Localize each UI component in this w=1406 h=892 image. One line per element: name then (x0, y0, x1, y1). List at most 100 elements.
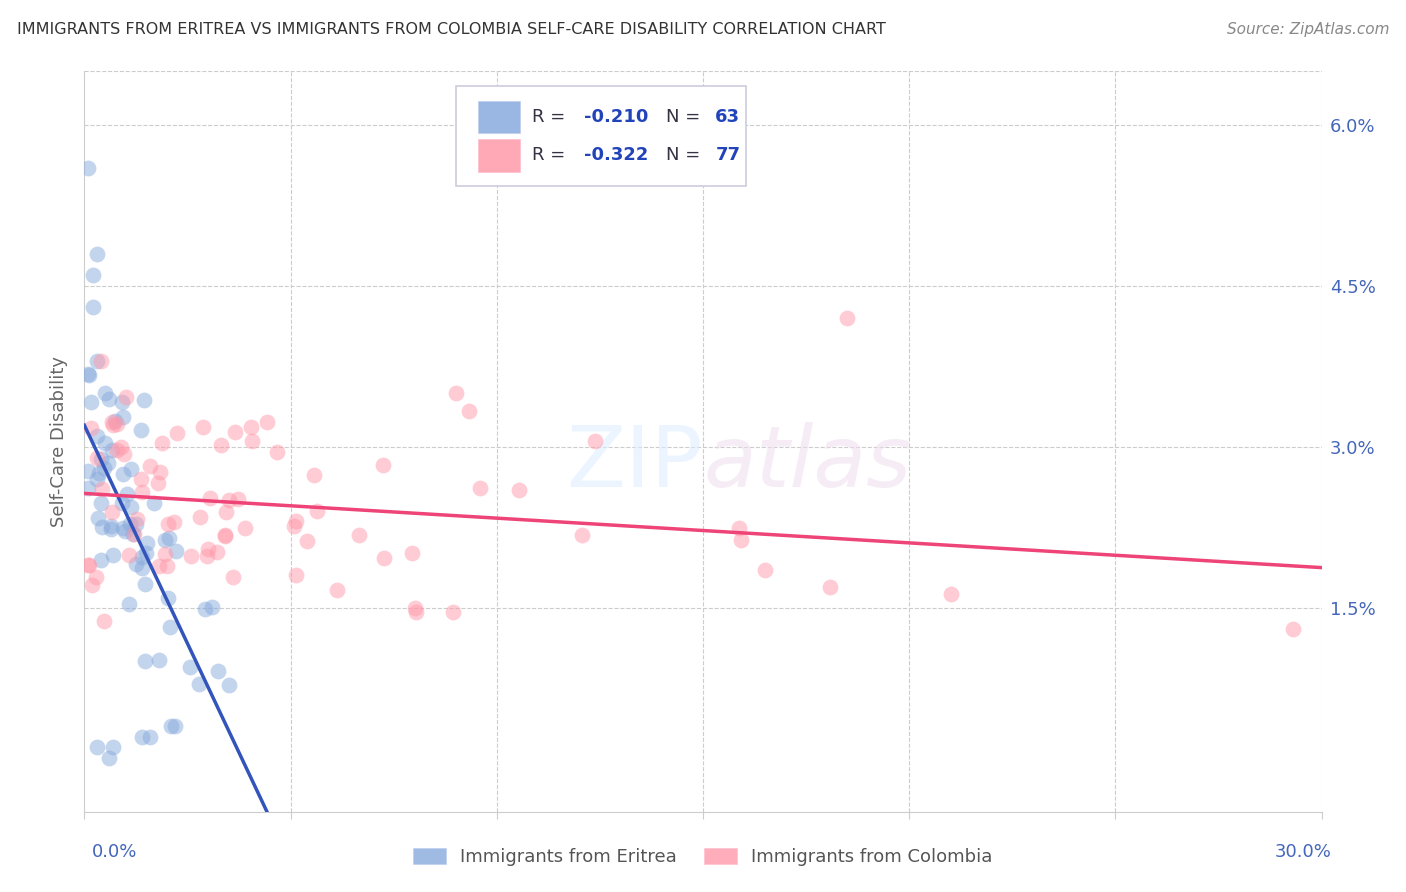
Point (214, 527, 236, 541)
Point (86, 740, 108, 755)
Point (284, 568, 307, 582)
Point (139, 730, 162, 744)
Text: -0.210: -0.210 (585, 108, 648, 126)
Legend: Immigrants from Eritrea, Immigrants from Colombia: Immigrants from Eritrea, Immigrants from… (406, 840, 1000, 873)
Point (105, 442, 128, 457)
Point (730, 533, 752, 547)
Point (307, 504, 329, 518)
Point (148, 559, 170, 574)
Point (508, 483, 530, 497)
Point (103, 418, 125, 433)
Point (122, 526, 145, 541)
Point (93, 460, 115, 475)
Point (302, 467, 325, 482)
Point (118, 548, 141, 562)
Point (142, 496, 165, 510)
Point (132, 392, 155, 407)
Point (77, 161, 100, 175)
Point (401, 546, 423, 560)
Point (156, 591, 179, 605)
Point (266, 444, 288, 458)
Point (283, 519, 305, 533)
Text: 30.0%: 30.0% (1275, 843, 1331, 861)
Point (94, 436, 117, 450)
Point (153, 533, 176, 547)
Point (284, 515, 307, 529)
Point (125, 557, 148, 571)
Point (149, 465, 172, 479)
Point (157, 531, 180, 545)
Point (201, 599, 224, 614)
Point (818, 580, 841, 594)
Point (326, 582, 349, 597)
Point (104, 414, 127, 428)
Text: atlas: atlas (703, 422, 911, 505)
Point (93, 614, 115, 628)
Point (97, 457, 120, 471)
Point (101, 505, 124, 519)
Point (87, 511, 110, 525)
Point (136, 536, 159, 550)
Point (110, 440, 132, 454)
Point (188, 677, 211, 691)
FancyBboxPatch shape (478, 101, 520, 134)
Point (197, 541, 219, 556)
Point (77, 558, 100, 572)
Point (86, 451, 108, 466)
Point (233, 520, 256, 534)
Point (122, 527, 145, 541)
Point (443, 606, 465, 620)
Point (77, 481, 100, 495)
Point (112, 410, 135, 425)
Point (86, 472, 108, 486)
Point (77, 368, 100, 382)
Point (160, 719, 183, 733)
Point (86, 354, 108, 368)
Point (215, 505, 238, 519)
Point (224, 425, 246, 439)
Text: R =: R = (533, 108, 571, 126)
Text: -0.322: -0.322 (585, 146, 648, 164)
Point (207, 544, 229, 558)
Point (84, 570, 107, 584)
Point (77, 367, 100, 381)
Point (228, 491, 250, 506)
Point (242, 434, 264, 449)
Point (100, 522, 122, 536)
Point (82, 268, 104, 283)
Point (163, 515, 186, 529)
Text: N =: N = (666, 146, 706, 164)
Point (120, 500, 142, 515)
Point (209, 438, 232, 452)
Point (90, 354, 112, 368)
Point (90, 496, 112, 510)
Point (404, 601, 426, 615)
Point (837, 311, 859, 326)
Point (103, 740, 125, 755)
Point (112, 447, 135, 461)
Point (166, 425, 188, 440)
Point (218, 492, 240, 507)
Point (118, 597, 141, 611)
Point (80, 395, 103, 409)
Point (131, 561, 153, 575)
Point (82, 301, 104, 315)
Point (146, 475, 169, 490)
Point (115, 487, 138, 501)
Point (129, 472, 152, 486)
Point (150, 436, 173, 450)
Point (1281, 622, 1303, 636)
Point (90, 482, 112, 496)
Point (256, 415, 278, 429)
Text: IMMIGRANTS FROM ERITREA VS IMMIGRANTS FROM COLOMBIA SELF-CARE DISABILITY CORRELA: IMMIGRANTS FROM ERITREA VS IMMIGRANTS FR… (17, 22, 886, 37)
Point (191, 420, 214, 434)
Point (77, 558, 100, 572)
Point (118, 516, 141, 531)
Point (195, 549, 218, 563)
Point (131, 484, 153, 499)
Point (100, 415, 122, 429)
Point (90, 452, 112, 467)
Point (131, 730, 153, 744)
Point (87, 466, 110, 480)
Text: 0.0%: 0.0% (91, 843, 136, 861)
